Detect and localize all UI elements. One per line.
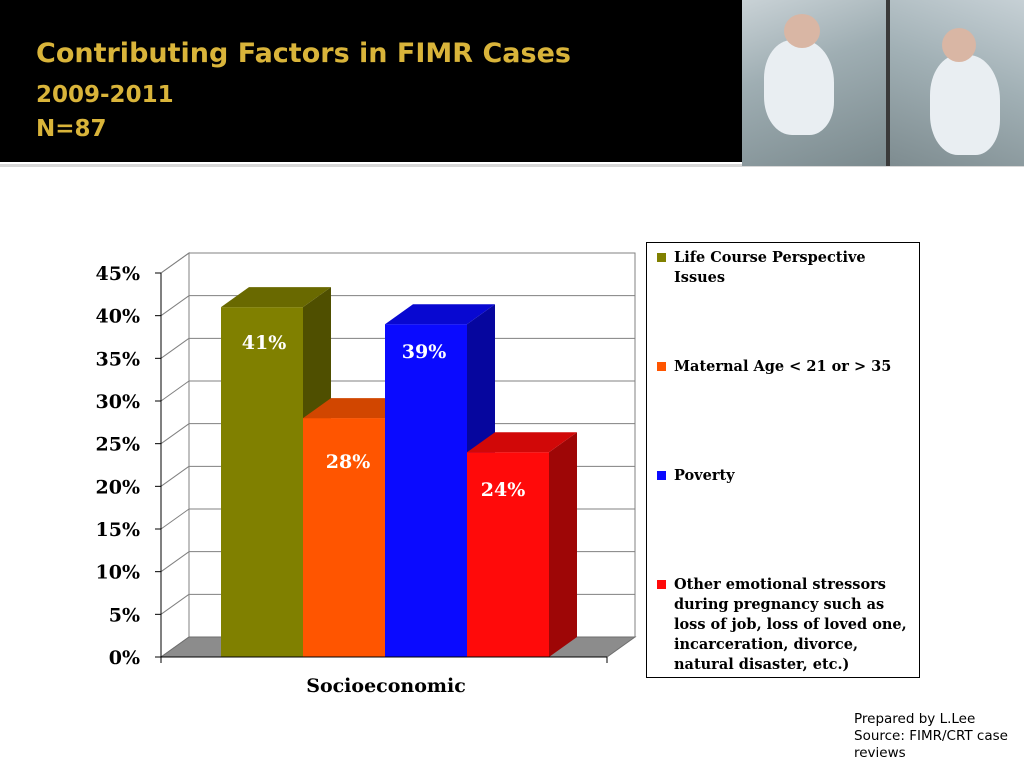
- legend-label: Poverty: [674, 467, 735, 484]
- data-label: 28%: [326, 451, 371, 473]
- chart-legend: Life Course Perspective Issues Maternal …: [646, 242, 920, 678]
- baby-head-shape: [784, 14, 820, 48]
- gridline-side: [160, 593, 190, 615]
- data-label: 24%: [481, 479, 526, 501]
- header-divider: [0, 164, 1024, 167]
- slide-footer: Prepared by L.Lee Source: FIMR/CRT case …: [854, 711, 1022, 762]
- prepared-by: Prepared by L.Lee: [854, 711, 976, 727]
- y-tick-label: 30%: [96, 391, 141, 413]
- y-tick-label: 20%: [96, 476, 141, 498]
- legend-label: Maternal Age < 21 or > 35: [674, 358, 892, 375]
- source-note: Source: FIMR/CRT case reviews: [854, 728, 1008, 761]
- bar-side: [549, 432, 577, 657]
- gridline-side: [160, 337, 190, 359]
- bar-front: [221, 307, 303, 657]
- gridline-side: [160, 295, 190, 317]
- y-tick-label: 25%: [96, 434, 141, 456]
- gridline-side: [160, 465, 190, 487]
- gridline-side: [160, 508, 190, 530]
- y-tick-label: 45%: [96, 263, 141, 285]
- legend-swatch: [657, 362, 666, 371]
- data-label: 41%: [242, 332, 287, 354]
- gridline-side: [160, 252, 190, 274]
- blanket-shape: [764, 40, 834, 135]
- gridline-side: [160, 551, 190, 573]
- x-category-label: Socioeconomic: [306, 675, 466, 697]
- bar-top: [221, 287, 331, 308]
- blanket-shape: [930, 55, 1000, 155]
- chart-data-labels: 41% 28% 39% 24%: [242, 332, 526, 501]
- y-tick-label: 10%: [96, 562, 141, 584]
- legend-label: Other emotional stressors during pregnan…: [674, 576, 907, 673]
- legend-swatch: [657, 580, 666, 589]
- slide-title: Contributing Factors in FIMR Cases: [36, 38, 571, 69]
- chart-side-wall: [160, 252, 190, 658]
- slide-subtitle-years: 2009-2011: [36, 82, 174, 108]
- y-tick-label: 40%: [96, 306, 141, 328]
- bar-top: [385, 304, 495, 325]
- legend-label: Life Course Perspective Issues: [674, 249, 866, 286]
- legend-swatch: [657, 253, 666, 262]
- y-tick-label: 35%: [96, 348, 141, 370]
- chart-axis: 0% 5% 10% 15% 20% 25% 30% 35% 40% 45% Socioeconomi…: [96, 263, 608, 697]
- bar-top: [467, 432, 577, 453]
- chart-bars: [221, 287, 577, 657]
- slide-subtitle-n: N=87: [36, 116, 107, 142]
- y-tick-label: 15%: [96, 519, 141, 541]
- y-tick-label: 5%: [109, 604, 140, 626]
- newborn-photo-right: [890, 0, 1024, 166]
- data-label: 39%: [402, 341, 447, 363]
- gridline-side: [160, 380, 190, 402]
- gridline-side: [160, 423, 190, 445]
- bar-front: [303, 418, 385, 657]
- bar-front: [385, 324, 467, 657]
- newborn-photo-left: [742, 0, 886, 166]
- baby-head-shape: [942, 28, 976, 62]
- newborn-photos: [742, 0, 1024, 166]
- bar-front: [467, 452, 549, 657]
- legend-swatch: [657, 471, 666, 480]
- y-tick-label: 0%: [109, 647, 140, 669]
